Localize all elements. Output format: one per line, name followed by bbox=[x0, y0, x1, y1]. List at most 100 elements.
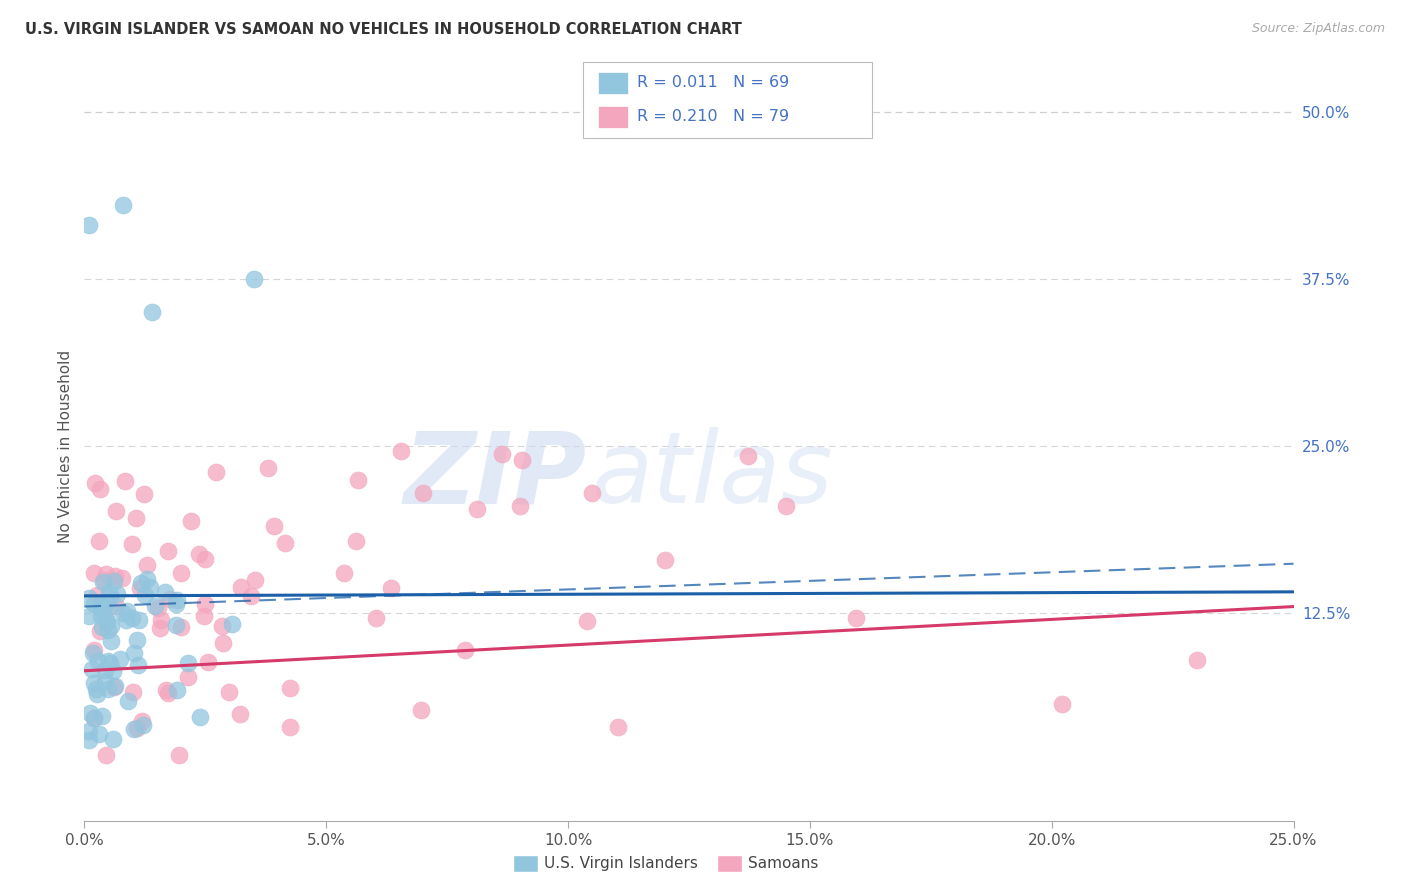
Point bbox=[389, 443, 412, 458]
Point bbox=[91, 575, 114, 590]
Point bbox=[243, 573, 266, 587]
Point bbox=[104, 503, 127, 517]
Point bbox=[101, 732, 124, 747]
Point bbox=[96, 747, 118, 762]
Point bbox=[1185, 653, 1208, 667]
Point bbox=[100, 619, 122, 633]
Point bbox=[155, 585, 177, 599]
Point bbox=[465, 502, 488, 516]
Point bbox=[212, 636, 235, 650]
Point bbox=[149, 613, 172, 627]
Point bbox=[97, 600, 120, 615]
Point bbox=[344, 534, 367, 549]
Point bbox=[89, 533, 111, 548]
Point bbox=[91, 708, 114, 723]
Point bbox=[83, 711, 105, 725]
Point bbox=[77, 219, 100, 233]
Point bbox=[86, 681, 108, 696]
Point bbox=[581, 485, 603, 500]
Point bbox=[104, 679, 127, 693]
Point bbox=[77, 591, 100, 606]
Point bbox=[575, 614, 598, 628]
Point bbox=[218, 685, 240, 699]
Point bbox=[157, 543, 180, 558]
Point bbox=[205, 466, 228, 480]
Point bbox=[87, 726, 110, 740]
Point bbox=[86, 687, 108, 701]
Point bbox=[180, 514, 202, 528]
Point bbox=[97, 654, 120, 668]
Point bbox=[83, 597, 105, 611]
Point bbox=[412, 485, 434, 500]
Point bbox=[94, 673, 117, 688]
Point bbox=[156, 685, 179, 699]
Text: R = 0.210   N = 79: R = 0.210 N = 79 bbox=[637, 110, 789, 124]
Point bbox=[131, 714, 153, 728]
Point bbox=[117, 694, 139, 708]
Point bbox=[86, 588, 108, 602]
Point bbox=[177, 670, 200, 684]
Point bbox=[80, 662, 103, 676]
Point bbox=[83, 711, 105, 725]
Point bbox=[121, 610, 143, 624]
Point bbox=[77, 609, 100, 624]
Point bbox=[125, 721, 148, 735]
Point bbox=[84, 475, 107, 490]
Point bbox=[132, 486, 155, 500]
Point bbox=[132, 718, 155, 732]
Point bbox=[105, 587, 128, 601]
Point bbox=[91, 620, 114, 634]
Point bbox=[193, 552, 215, 566]
Point bbox=[103, 574, 125, 588]
Point bbox=[510, 453, 533, 467]
Point bbox=[98, 585, 121, 599]
Point bbox=[654, 552, 676, 567]
Point bbox=[93, 574, 115, 588]
Point bbox=[194, 597, 217, 611]
Point bbox=[139, 581, 162, 595]
Point bbox=[166, 683, 188, 698]
Point bbox=[89, 624, 111, 638]
Text: ZIP: ZIP bbox=[404, 427, 586, 524]
Point bbox=[122, 646, 145, 660]
Point bbox=[112, 198, 135, 212]
Text: R = 0.011   N = 69: R = 0.011 N = 69 bbox=[637, 76, 789, 90]
Point bbox=[90, 599, 112, 613]
Point bbox=[231, 580, 253, 594]
Point bbox=[197, 655, 219, 669]
Point bbox=[239, 589, 262, 603]
Point bbox=[737, 450, 759, 464]
Point bbox=[115, 604, 138, 618]
Point bbox=[607, 720, 630, 734]
Point bbox=[211, 619, 233, 633]
Point bbox=[136, 558, 159, 573]
Point bbox=[83, 676, 105, 690]
Point bbox=[190, 710, 212, 724]
Point bbox=[274, 536, 297, 550]
Y-axis label: No Vehicles in Household: No Vehicles in Household bbox=[58, 350, 73, 542]
Point bbox=[91, 603, 114, 617]
Point bbox=[94, 566, 117, 581]
Point bbox=[170, 566, 193, 581]
Point bbox=[143, 599, 166, 614]
Text: atlas: atlas bbox=[592, 427, 834, 524]
Point bbox=[229, 707, 252, 722]
Point bbox=[94, 611, 117, 625]
Point bbox=[134, 588, 156, 602]
Point bbox=[775, 500, 797, 514]
Text: Source: ZipAtlas.com: Source: ZipAtlas.com bbox=[1251, 22, 1385, 36]
Point bbox=[509, 500, 531, 514]
Point bbox=[122, 722, 145, 736]
Point bbox=[127, 658, 149, 673]
Point bbox=[165, 598, 187, 612]
Point bbox=[77, 724, 100, 739]
Point bbox=[125, 633, 148, 648]
Point bbox=[108, 652, 131, 666]
Point bbox=[94, 596, 117, 610]
Point bbox=[104, 599, 127, 614]
Point bbox=[100, 588, 122, 602]
Point bbox=[453, 643, 475, 657]
Point bbox=[1050, 697, 1073, 711]
Point bbox=[136, 572, 159, 586]
Point bbox=[83, 643, 105, 657]
